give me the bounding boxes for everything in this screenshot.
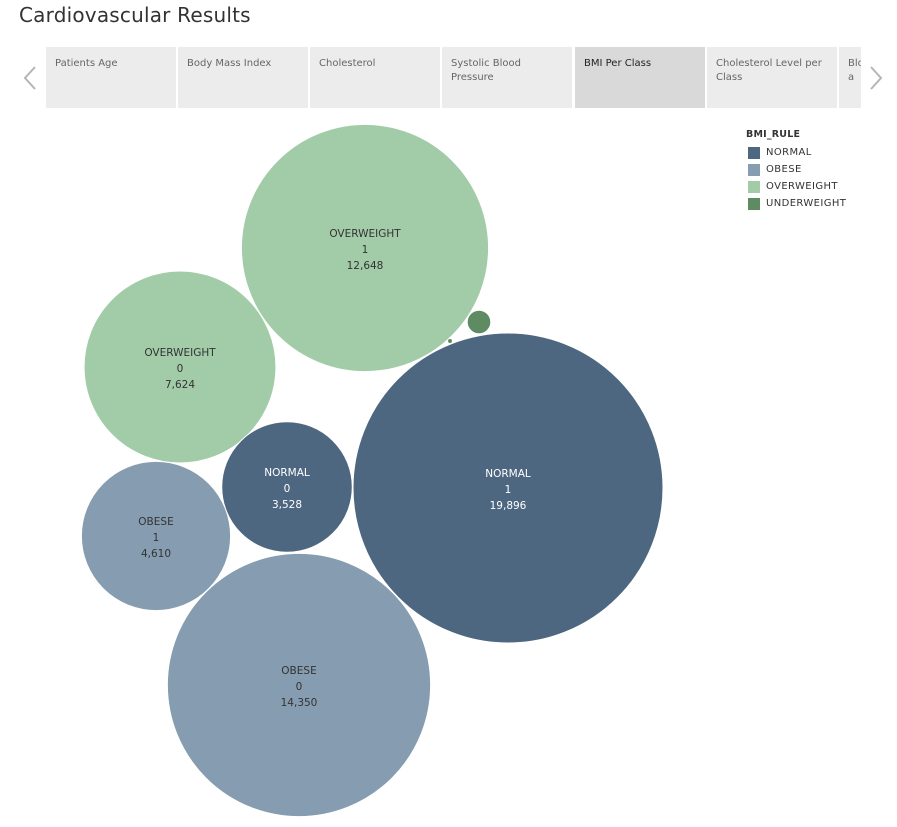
bubble-obese-0[interactable]: OBESE 0 14,350: [166, 552, 432, 818]
legend-label-underweight: UNDERWEIGHT: [766, 198, 847, 209]
bubble-circle-overweight-0[interactable]: [83, 270, 277, 464]
bubble-class-label: 0: [177, 363, 184, 375]
legend-swatch-obese: [748, 163, 760, 176]
bubble-rule-label: NORMAL: [264, 467, 310, 479]
legend-item-normal[interactable]: NORMAL: [746, 144, 846, 161]
legend-swatch-overweight: [748, 180, 760, 193]
bubble-rule-label: OVERWEIGHT: [144, 347, 216, 359]
legend-item-obese[interactable]: OBESE: [746, 161, 846, 178]
bubble-value-label: 3,528: [272, 499, 302, 511]
bubble-value-label: 19,896: [490, 500, 527, 512]
bubble-rule-label: OVERWEIGHT: [329, 228, 401, 240]
bubble-obese-1[interactable]: OBESE 1 4,610: [80, 460, 232, 612]
bubble-circle-underweight-1[interactable]: [466, 309, 492, 335]
bubble-normal-0[interactable]: NORMAL 0 3,528: [221, 421, 353, 553]
legend-label-normal: NORMAL: [766, 147, 812, 158]
legend-swatch-underweight: [748, 197, 760, 210]
bubble-circle-obese-1[interactable]: [80, 460, 232, 612]
story-tabs: Patients Age Body Mass Index Cholesterol…: [46, 47, 861, 108]
legend-swatch-normal: [748, 146, 760, 159]
bubble-value-label: 7,624: [165, 379, 195, 391]
bubble-normal-1[interactable]: NORMAL 1 19,896: [352, 332, 664, 644]
legend-item-overweight[interactable]: OVERWEIGHT: [746, 178, 846, 195]
bubble-rule-label: NORMAL: [485, 468, 531, 480]
tab-cholesterol-level-per-class[interactable]: Cholesterol Level per Class: [707, 47, 837, 108]
tab-patients-age[interactable]: Patients Age: [46, 47, 176, 108]
legend-title: BMI_RULE: [746, 129, 801, 140]
bubble-value-label: 4,610: [141, 548, 171, 560]
bubble-underweight-1[interactable]: [466, 309, 492, 335]
bubble-value-label: 12,648: [347, 260, 384, 272]
bubble-underweight-0[interactable]: [447, 338, 453, 344]
bubble-overweight-0[interactable]: OVERWEIGHT 0 7,624: [83, 270, 277, 464]
bubble-rule-label: OBESE: [281, 665, 316, 677]
bubble-circle-normal-0[interactable]: [221, 421, 353, 553]
legend-item-underweight[interactable]: UNDERWEIGHT: [746, 195, 846, 212]
legend-label-obese: OBESE: [766, 164, 802, 175]
tab-cholesterol[interactable]: Cholesterol: [310, 47, 440, 108]
bubble-circle-normal-1[interactable]: [352, 332, 664, 644]
bubble-overweight-1[interactable]: OVERWEIGHT 1 12,648: [240, 123, 490, 373]
tab-bmi-per-class[interactable]: BMI Per Class: [575, 47, 705, 108]
bubble-class-label: 1: [362, 244, 369, 256]
tab-blood-pressure-per-class[interactable]: Blo Cla: [839, 47, 861, 108]
bubble-class-label: 0: [296, 681, 303, 693]
bubble-circle-underweight-0[interactable]: [447, 338, 453, 344]
bubble-circle-obese-0[interactable]: [166, 552, 432, 818]
tabs-next-button[interactable]: [863, 60, 889, 96]
bubble-rule-label: OBESE: [138, 516, 173, 528]
tab-systolic-blood-pressure[interactable]: Systolic Blood Pressure: [442, 47, 572, 108]
chevron-left-icon: [23, 66, 36, 90]
bubble-value-label: 14,350: [281, 697, 318, 709]
legend-label-overweight: OVERWEIGHT: [766, 181, 838, 192]
bubble-circle-overweight-1[interactable]: [240, 123, 490, 373]
tabs-previous-button[interactable]: [17, 60, 43, 96]
page-title: Cardiovascular Results: [19, 3, 251, 27]
bubble-class-label: 1: [505, 484, 512, 496]
legend: BMI_RULE NORMAL OBESE OVERWEIGHT UNDERWE…: [746, 129, 846, 212]
bubble-class-label: 1: [153, 532, 160, 544]
tab-body-mass-index[interactable]: Body Mass Index: [178, 47, 308, 108]
bubble-class-label: 0: [284, 483, 291, 495]
chevron-right-icon: [870, 66, 883, 90]
